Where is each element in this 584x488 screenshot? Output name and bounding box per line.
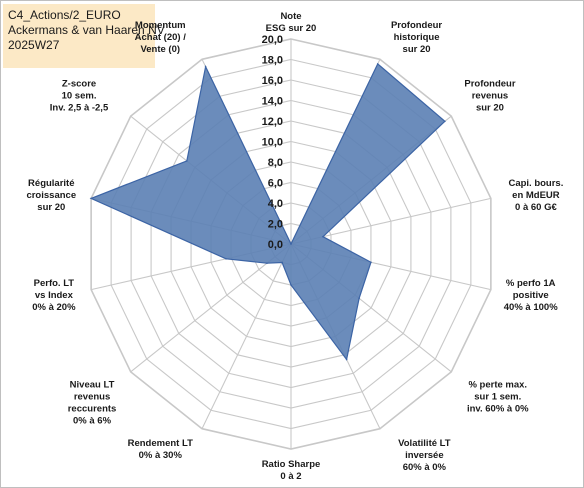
data-point (290, 243, 292, 245)
axis-label-line: Niveau LT (70, 380, 115, 391)
tick-label: 14,0 (262, 96, 283, 108)
axis-label-line: 0 à 2 (280, 471, 301, 482)
axis-label-line: historique (394, 32, 440, 43)
axis-label-line: Note (280, 11, 301, 22)
tick-label: 10,0 (262, 137, 283, 149)
radar-spoke (130, 243, 292, 373)
axis-label-line: Profondeur (464, 78, 515, 89)
radar-axis-labels: Note ESG sur 20 Profondeur historique sur 20… (26, 11, 563, 482)
axis-label-line: 40% à 100% (504, 302, 558, 313)
tick-label: 16,0 (262, 75, 283, 87)
data-point (225, 258, 227, 260)
radar-series (89, 62, 446, 361)
axis-label-line: Profondeur (391, 20, 442, 31)
axis-label-line: reccurents (68, 404, 117, 415)
tick-label: 8,0 (268, 157, 283, 169)
axis-label-line: 0% à 30% (139, 450, 183, 461)
data-point (345, 358, 348, 361)
axis-label-line: Achat (20) / (135, 32, 187, 43)
data-point (204, 65, 207, 68)
axis-label: Rendement LT 0% à 30% (128, 438, 193, 461)
data-point (90, 197, 92, 200)
series-area (89, 62, 446, 361)
axis-label: Profondeur revenus sur 20 (464, 78, 515, 113)
axis-label: Régularité croissance sur 20 (26, 178, 76, 213)
axis-label: Momentum Achat (20) / Vente (0) (135, 20, 187, 55)
axis-label-line: en MdEUR (512, 190, 560, 201)
axis-label-line: 10 sem. (62, 90, 97, 101)
title-line-week: 2025W27 (8, 38, 60, 52)
radar-spoke (201, 243, 292, 429)
axis-label: Ratio Sharpe 0 à 2 (262, 459, 321, 482)
tick-label: 20,0 (262, 34, 283, 46)
data-point (358, 297, 360, 300)
axis-label-line: croissance (26, 190, 76, 201)
data-point (444, 120, 446, 123)
data-point (376, 63, 379, 65)
tick-label: 18,0 (262, 55, 283, 67)
axis-label: Volatilité LT inversée 60% à 0% (398, 438, 451, 473)
axis-label: % perfo 1A positive 40% à 100% (504, 278, 558, 313)
tick-label: 0,0 (268, 239, 283, 251)
axis-label: % perte max. sur 1 sem. inv. 60% à 0% (467, 380, 529, 415)
axis-label-line: % perfo 1A (506, 278, 556, 289)
data-point (186, 160, 188, 162)
axis-label-line: Capi. bours. (508, 178, 563, 189)
axis-label: Capi. bours. en MdEUR 0 à 60 G€ (508, 178, 563, 213)
axis-label-line: positive (513, 290, 549, 301)
axis-label-line: inv. 60% à 0% (467, 404, 529, 415)
axis-label-line: Régularité (28, 178, 74, 189)
radar-tick-labels: 0,0 2,0 4,0 6,0 8,0 10,0 12,0 14,0 16,0 18,0 20,0 (262, 34, 283, 251)
axis-label-line: Ratio Sharpe (262, 459, 321, 470)
axis-label: Perfo. LT vs Index 0% à 20% (32, 278, 76, 313)
data-point (290, 284, 292, 286)
axis-label-line: Momentum (135, 20, 186, 31)
axis-label-line: Rendement LT (128, 438, 193, 449)
data-point (370, 261, 372, 264)
axis-label-line: Volatilité LT (398, 438, 451, 449)
axis-label-line: sur 1 sem. (474, 392, 521, 403)
data-point (266, 262, 268, 264)
axis-label-line: inversée (405, 450, 444, 461)
axis-label-line: ESG sur 20 (266, 23, 317, 34)
axis-label-line: Inv. 2,5 à -2,5 (50, 102, 109, 113)
data-point (322, 235, 324, 238)
axis-label: Note ESG sur 20 (266, 11, 317, 34)
axis-label-line: 0% à 20% (32, 302, 76, 313)
axis-label-line: sur 20 (37, 202, 65, 213)
axis-label-line: Z-score (62, 78, 96, 89)
radar-spoke (290, 197, 491, 245)
axis-label-line: sur 20 (403, 44, 431, 55)
axis-label: Profondeur historique sur 20 (391, 20, 442, 55)
tick-label: 2,0 (268, 219, 283, 231)
axis-label-line: Perfo. LT (34, 278, 75, 289)
axis-label-line: vs Index (35, 290, 74, 301)
data-point (281, 261, 283, 264)
axis-label-line: 0 à 60 G€ (515, 202, 557, 213)
axis-label-line: 0% à 6% (73, 416, 112, 427)
tick-label: 6,0 (268, 178, 283, 190)
title-line-portfolio: C4_Actions/2_EURO (8, 8, 121, 22)
axis-label: Z-score 10 sem. Inv. 2,5 à -2,5 (50, 78, 109, 113)
axis-label-line: revenus (74, 392, 110, 403)
title-box: C4_Actions/2_EURO Ackermans & van Haaren… (3, 4, 165, 68)
axis-label-line: sur 20 (476, 102, 504, 113)
axis-label-line: Vente (0) (140, 44, 180, 55)
title-line-company: Ackermans & van Haaren NV (8, 23, 165, 37)
axis-label-line: revenus (472, 90, 508, 101)
axis-label: Niveau LT revenus reccurents 0% à 6% (68, 380, 117, 427)
axis-label-line: 60% à 0% (403, 462, 447, 473)
tick-label: 12,0 (262, 116, 283, 128)
tick-label: 4,0 (268, 198, 283, 210)
axis-label-line: % perte max. (468, 380, 527, 391)
